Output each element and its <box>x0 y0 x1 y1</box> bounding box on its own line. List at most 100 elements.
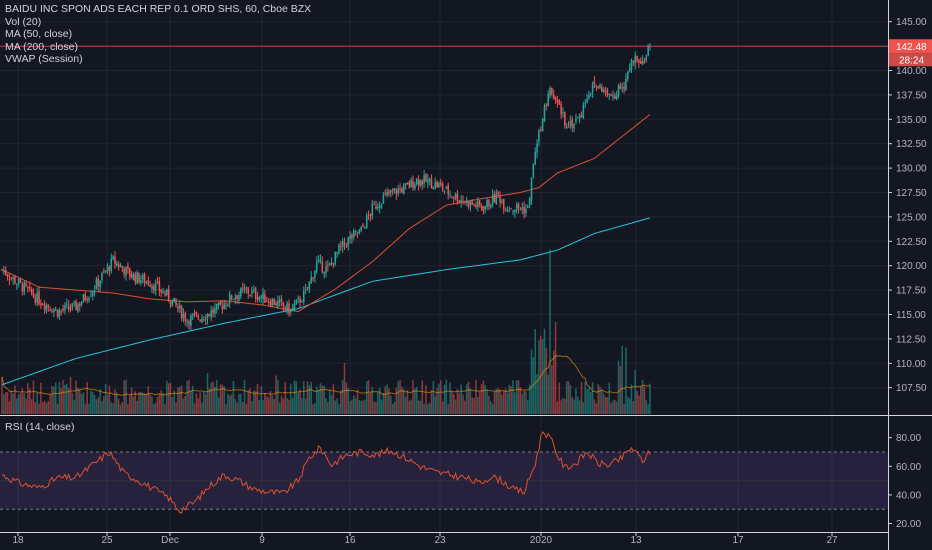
volume-bar <box>188 379 190 414</box>
volume-bar <box>49 394 51 414</box>
candle-body <box>86 298 88 301</box>
candle-body <box>40 303 42 306</box>
volume-bar <box>277 380 279 414</box>
candle-body <box>330 262 333 264</box>
volume-bar <box>617 360 620 414</box>
candle-body <box>121 265 124 269</box>
volume-bar <box>114 389 116 414</box>
candle-body <box>512 210 514 212</box>
time-tick-label: 27 <box>826 535 838 546</box>
volume-bar <box>404 396 407 414</box>
candle-body <box>103 271 105 273</box>
candle-body <box>132 273 135 280</box>
volume-bar <box>132 396 135 414</box>
volume-bar <box>597 384 599 414</box>
volume-bar <box>225 404 227 414</box>
volume-bar <box>482 380 485 414</box>
price-tick-label: 120.00 <box>896 261 927 272</box>
current-price-badge: 142.48 28:24 <box>889 39 932 67</box>
candle-body <box>388 190 390 194</box>
price-axis[interactable]: 107.50 110.00 112.50 115.00 117.50 120.00 122.… <box>888 17 927 394</box>
candle-body <box>173 297 175 302</box>
candle-body <box>317 259 320 262</box>
time-tick-label: 2020 <box>530 535 553 546</box>
candle-body <box>386 191 388 196</box>
candle-body <box>641 60 644 65</box>
candle-body <box>43 305 46 309</box>
volume-bar <box>208 388 211 414</box>
candle-body <box>308 281 311 290</box>
candle-body <box>227 303 229 306</box>
price-tick-label: 130.00 <box>896 164 927 175</box>
volume-bar <box>575 388 577 414</box>
candle-body <box>312 277 314 279</box>
volume-bar <box>158 394 161 414</box>
candle-body <box>390 190 392 193</box>
volume-bar <box>153 403 155 414</box>
volume-bar <box>80 394 83 414</box>
time-axis[interactable]: 18 25 Dec 9 16 23 2020 13 17 27 <box>12 532 838 546</box>
candle-body <box>273 298 275 305</box>
candle-body <box>623 86 625 90</box>
candle-body <box>377 206 379 208</box>
candle-body <box>530 178 533 201</box>
candle-body <box>145 281 148 283</box>
volume-bar <box>323 385 325 414</box>
volume-bar <box>134 391 137 414</box>
candle-body <box>180 306 183 319</box>
candle-body <box>93 290 96 292</box>
candle-body <box>236 295 238 299</box>
candle-body <box>3 271 5 273</box>
volume-bar <box>182 398 185 414</box>
candle-body <box>632 61 635 63</box>
ma50-line <box>1 114 651 313</box>
volume-bar <box>41 402 44 414</box>
volume-bar <box>515 380 518 414</box>
volume-bar <box>562 397 564 414</box>
candle-body <box>591 83 594 93</box>
volume-bar <box>82 392 85 414</box>
volume-bar <box>127 403 129 414</box>
candle-body <box>421 180 424 185</box>
volume-bar <box>565 381 568 414</box>
volume-bar <box>321 385 324 414</box>
volume-bar <box>412 380 414 414</box>
candle-body <box>347 237 349 246</box>
candle-body <box>203 319 205 321</box>
candle-body <box>223 303 225 310</box>
volume-bar <box>608 382 611 414</box>
volume-bar <box>21 388 24 414</box>
candle-body <box>91 291 94 297</box>
volume-bar <box>86 381 88 414</box>
candle-body <box>619 85 622 89</box>
candle-body <box>27 287 29 289</box>
countdown-badge-value: 28:24 <box>899 55 924 66</box>
volume-bar <box>228 395 231 414</box>
candle-body <box>532 163 535 177</box>
candle-body <box>582 104 585 119</box>
volume-bar <box>314 403 316 414</box>
candle-body <box>108 267 111 271</box>
volume-bar <box>556 401 559 414</box>
candle-body <box>167 288 170 300</box>
volume-bar <box>445 379 448 414</box>
candle-body <box>462 201 464 203</box>
volume-bar <box>336 398 338 414</box>
volume-bar <box>4 391 7 414</box>
volume-bar <box>247 390 250 414</box>
candle-body <box>327 265 329 267</box>
candle-body <box>147 280 150 285</box>
candle-body <box>564 112 566 126</box>
volume-bar <box>230 394 233 414</box>
candle-body <box>138 272 140 283</box>
candle-body <box>12 276 14 279</box>
countdown-badge-bg <box>889 53 932 67</box>
volume-bar <box>334 400 337 414</box>
candle-body <box>527 205 529 208</box>
candle-body <box>262 292 264 299</box>
volume-bar <box>634 369 636 414</box>
volume-bar <box>352 395 355 414</box>
volume-bar <box>10 390 13 414</box>
